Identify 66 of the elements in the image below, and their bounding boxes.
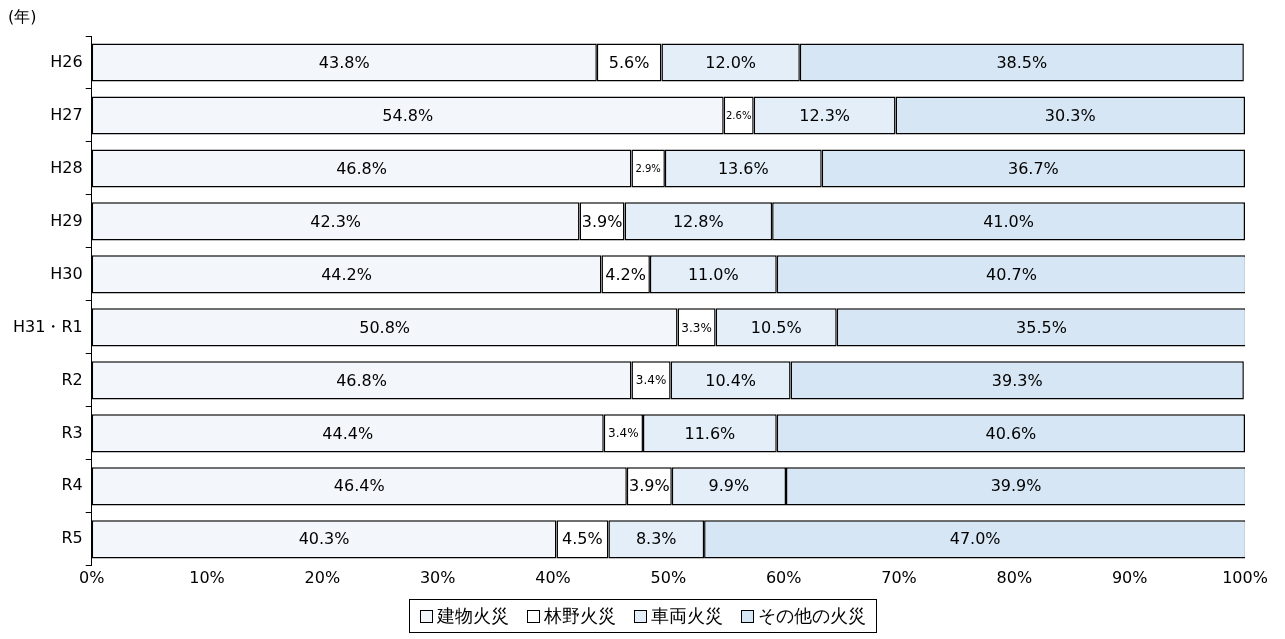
data-label: 12.0%: [705, 52, 757, 72]
data-label: 40.6%: [985, 423, 1037, 443]
text: 林野火災: [543, 604, 616, 628]
data-label: 42.3%: [310, 211, 362, 231]
y-tick-label: R2: [61, 369, 83, 389]
data-label: 40.3%: [298, 529, 350, 549]
data-label: 12.8%: [672, 211, 724, 231]
y-tick-label: H27: [50, 104, 83, 124]
x-tick-label: 0%: [78, 567, 105, 587]
data-label: 46.8%: [336, 370, 387, 390]
data-label: 39.9%: [990, 476, 1042, 496]
data-label: 40.7%: [986, 264, 1037, 284]
data-label: 5.6%: [608, 52, 650, 72]
x-tick-label: 40%: [535, 567, 571, 587]
data-label: 9.9%: [708, 476, 750, 496]
data-label: 10.4%: [705, 370, 757, 390]
data-label: 36.7%: [1007, 158, 1059, 178]
y-axis-title: (年): [8, 7, 37, 27]
x-tick-label: 70%: [881, 567, 917, 587]
y-tick-label: H31・R1: [13, 316, 83, 336]
data-label: 4.2%: [605, 264, 646, 284]
y-tick-label: R4: [61, 475, 83, 495]
data-label: 54.8%: [382, 105, 434, 125]
text: 建物火災: [436, 604, 509, 628]
data-label: 10.5%: [750, 317, 802, 337]
data-label: 11.0%: [687, 264, 739, 284]
data-label: 4.5%: [562, 529, 603, 549]
data-label: 38.5%: [996, 52, 1048, 72]
data-label: 43.8%: [318, 52, 370, 72]
data-label: 3.4%: [635, 373, 667, 388]
text: 車両火災: [650, 604, 723, 628]
x-tick-label: 100%: [1222, 567, 1268, 587]
x-tick-label: 30%: [419, 567, 456, 587]
data-label: 30.3%: [1044, 105, 1096, 125]
data-label: 3.3%: [681, 320, 712, 335]
y-tick-label: H30: [50, 263, 83, 283]
data-label: 46.8%: [336, 158, 387, 178]
data-label: 39.3%: [991, 370, 1043, 390]
y-tick-label: R5: [61, 528, 83, 548]
data-label: 35.5%: [1016, 317, 1067, 337]
data-label: 41.0%: [983, 211, 1034, 231]
y-tick-label: H28: [50, 157, 83, 177]
data-label: 47.0%: [949, 529, 1001, 549]
data-label: 46.4%: [333, 476, 385, 496]
x-tick-label: 80%: [996, 567, 1033, 587]
data-label: 13.6%: [717, 158, 769, 178]
data-label: 12.3%: [799, 105, 851, 125]
data-label: 44.4%: [322, 423, 374, 443]
y-tick-label: H29: [50, 210, 83, 230]
x-tick-label: 10%: [189, 567, 225, 587]
x-tick-label: 90%: [1111, 567, 1148, 587]
data-label: 11.6%: [684, 423, 736, 443]
data-label: 3.9%: [628, 476, 670, 496]
data-label: 3.9%: [581, 211, 623, 231]
data-label: 8.3%: [635, 529, 677, 549]
data-label: 3.4%: [608, 426, 639, 441]
y-tick-label: H26: [50, 51, 83, 71]
y-tick-label: R3: [61, 422, 83, 442]
x-tick-label: 60%: [765, 567, 802, 587]
data-label: 50.8%: [359, 317, 411, 337]
data-label: 2.6%: [725, 110, 752, 122]
data-label: 2.9%: [635, 163, 661, 175]
legend-label: その他の火災: [757, 604, 866, 628]
x-tick-label: 50%: [650, 567, 687, 587]
data-label: 44.2%: [321, 264, 372, 284]
x-tick-label: 20%: [304, 567, 341, 587]
